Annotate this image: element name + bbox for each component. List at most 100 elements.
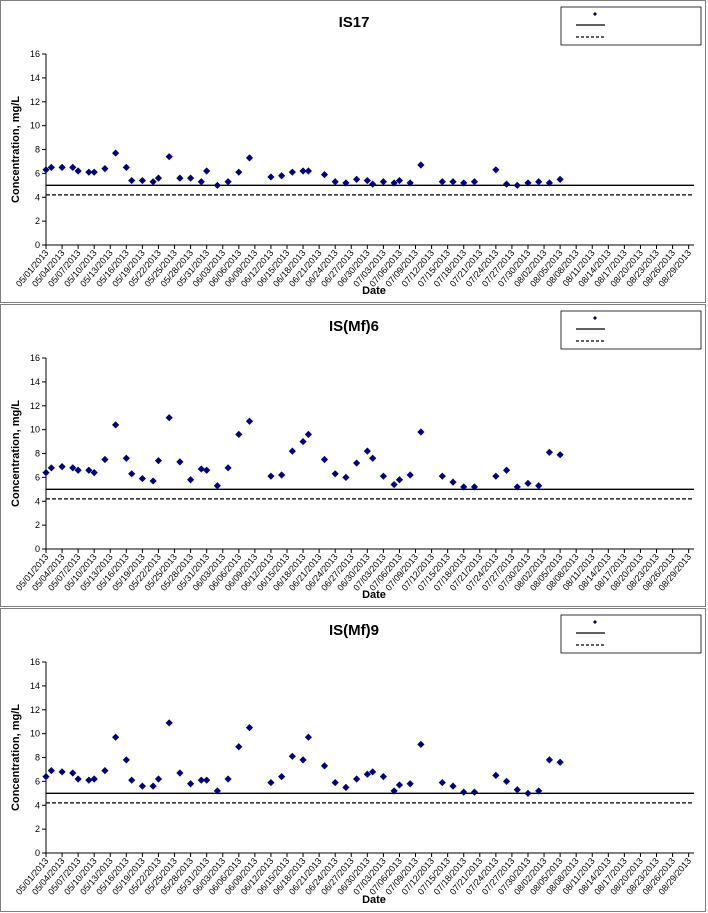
- data-point: [299, 437, 307, 446]
- legend-box: [560, 614, 702, 654]
- data-point: [320, 170, 329, 179]
- data-point: [235, 743, 243, 751]
- data-point: [74, 466, 82, 474]
- data-point: [449, 782, 457, 790]
- data-point: [556, 175, 564, 183]
- y-tick-label: 16: [30, 657, 40, 667]
- data-point: [331, 178, 339, 186]
- data-point: [288, 168, 296, 176]
- x-axis-label: Date: [362, 894, 386, 906]
- data-point: [342, 179, 350, 187]
- chart-title: IS(Mf)6: [329, 318, 379, 335]
- data-point: [267, 472, 275, 480]
- data-point: [224, 178, 232, 186]
- data-point: [47, 464, 55, 472]
- legend: [560, 614, 702, 654]
- data-point: [203, 466, 211, 474]
- data-point: [47, 767, 55, 775]
- legend: [560, 310, 702, 350]
- x-axis-label: Date: [362, 285, 386, 297]
- chart-svg: IS(Mf)6024681012141605/01/201305/04/2013…: [10, 310, 702, 601]
- data-point: [492, 771, 500, 780]
- y-tick-label: 2: [35, 520, 40, 530]
- y-tick-label: 12: [30, 97, 40, 107]
- data-point: [235, 168, 243, 176]
- data-point: [122, 163, 130, 172]
- data-point: [438, 178, 446, 186]
- data-point: [58, 163, 66, 172]
- data-point: [101, 165, 109, 173]
- data-point: [449, 178, 457, 186]
- data-point: [69, 769, 77, 777]
- data-point: [69, 464, 77, 472]
- data-point: [42, 773, 50, 781]
- legend-box: [560, 6, 702, 46]
- y-tick-label: 8: [35, 753, 40, 763]
- data-point: [176, 769, 184, 777]
- data-point: [69, 163, 77, 172]
- y-tick-label: 14: [30, 377, 40, 387]
- legend: [560, 6, 702, 46]
- data-point: [390, 179, 398, 187]
- chart-title: IS17: [339, 14, 370, 31]
- y-tick-label: 2: [35, 824, 40, 834]
- y-tick-label: 16: [30, 353, 40, 363]
- data-point: [58, 463, 66, 471]
- data-point: [299, 756, 307, 764]
- y-tick-label: 0: [35, 544, 40, 554]
- data-point: [320, 455, 329, 464]
- data-point: [369, 180, 377, 188]
- y-axis-label: Concentration, mg/L: [10, 96, 22, 203]
- data-point: [363, 447, 371, 455]
- data-point: [149, 477, 157, 485]
- data-point: [524, 179, 532, 187]
- data-point: [165, 153, 173, 161]
- y-tick-label: 12: [30, 705, 40, 715]
- data-point: [101, 767, 109, 775]
- y-axis-label: Concentration, mg/L: [10, 400, 22, 507]
- y-tick-label: 6: [35, 472, 40, 482]
- data-point: [470, 483, 479, 491]
- data-point: [138, 176, 146, 185]
- chart-svg: IS17024681012141605/01/201305/04/201305/…: [10, 6, 702, 297]
- data-point: [299, 167, 307, 175]
- data-point: [320, 762, 329, 770]
- data-point: [186, 780, 195, 788]
- data-point: [176, 458, 184, 466]
- chart-panel-ismf9: IS(Mf)9 0 2 4 6 8 10 12 14 16 05/01/2013 05/04/2013…: [0, 608, 706, 912]
- data-point: [47, 163, 55, 172]
- data-point: [513, 786, 521, 794]
- y-tick-label: 10: [30, 425, 40, 435]
- data-point: [245, 154, 254, 162]
- data-point: [449, 478, 457, 486]
- data-point: [267, 173, 275, 181]
- data-point: [513, 181, 521, 189]
- data-point: [112, 421, 120, 429]
- data-point: [112, 149, 120, 157]
- data-point: [502, 466, 511, 474]
- data-point: [186, 476, 195, 484]
- data-point: [224, 464, 232, 472]
- data-point: [331, 778, 339, 787]
- data-point: [74, 167, 82, 175]
- data-point: [513, 483, 521, 491]
- data-point: [502, 777, 511, 785]
- data-point: [90, 168, 98, 176]
- data-point: [524, 479, 532, 487]
- data-point: [460, 179, 468, 187]
- data-point: [545, 179, 554, 187]
- data-point: [245, 417, 254, 425]
- legend-marker: [593, 12, 597, 16]
- data-point: [545, 448, 554, 456]
- data-point: [556, 451, 564, 459]
- data-point: [197, 465, 205, 473]
- data-point: [288, 752, 296, 760]
- data-point: [149, 178, 157, 186]
- y-tick-label: 6: [35, 168, 40, 178]
- data-point: [203, 776, 211, 784]
- legend-box: [560, 310, 702, 350]
- y-tick-label: 6: [35, 776, 40, 786]
- data-point: [379, 773, 387, 781]
- data-point: [438, 472, 446, 480]
- data-point: [535, 787, 543, 795]
